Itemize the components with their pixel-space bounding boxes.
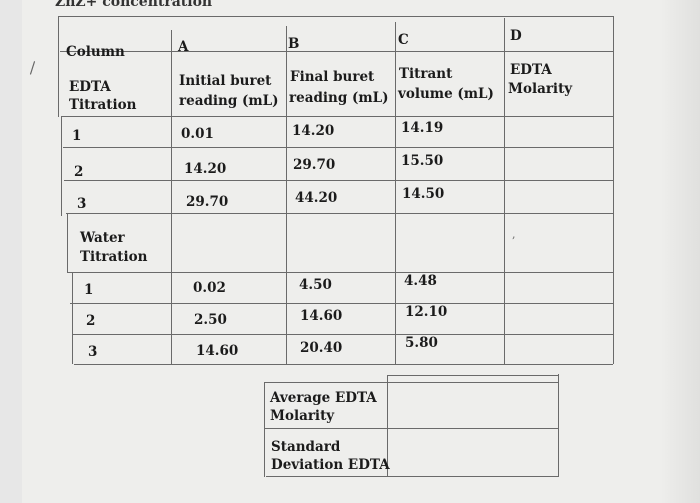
col-d-title-line1: EDTA — [510, 62, 552, 78]
water-row-1-c: 4.48 — [404, 273, 437, 289]
edta-row-2-number: 2 — [74, 164, 84, 180]
col-a-title-line2: reading (mL) — [179, 93, 279, 109]
column-a-header: A — [178, 39, 189, 55]
section-edta-line1: EDTA — [69, 79, 111, 95]
edta-row-3-a: 29.70 — [186, 194, 229, 210]
edta-row-2-a: 14.20 — [184, 161, 227, 177]
stdev-label-line1: Standard — [271, 439, 341, 455]
section-edta-line2: Titration — [69, 97, 137, 113]
water-row-1-a: 0.02 — [193, 280, 226, 296]
edta-row-2-b: 29.70 — [293, 157, 336, 173]
water-row-1-number: 1 — [84, 282, 94, 298]
column-b-header: B — [288, 36, 300, 52]
water-row-2-b: 14.60 — [300, 308, 343, 324]
edta-row-3-c: 14.50 — [402, 186, 445, 202]
column-c-header: C — [398, 32, 409, 48]
column-d-header: D — [510, 28, 522, 44]
water-row-2-a: 2.50 — [194, 312, 227, 328]
pen-mark: , — [512, 228, 516, 241]
photo-shadow — [660, 0, 700, 503]
edta-row-3-number: 3 — [77, 196, 87, 212]
water-row-1-b: 4.50 — [299, 277, 332, 293]
edta-row-1-a: 0.01 — [181, 126, 214, 142]
col-d-title-line2: Molarity — [508, 81, 573, 97]
edta-row-1-number: 1 — [72, 128, 82, 144]
water-row-2-number: 2 — [86, 313, 96, 329]
water-row-3-number: 3 — [88, 344, 98, 360]
water-row-2-c: 12.10 — [405, 304, 448, 320]
edta-row-1-c: 14.19 — [401, 120, 444, 136]
section-water-line2: Titration — [80, 249, 148, 265]
column-header-label: Column — [66, 44, 125, 60]
water-row-3-b: 20.40 — [300, 340, 343, 356]
col-b-title-line2: reading (mL) — [289, 90, 389, 106]
cropped-heading: ZnZ+ concentration — [55, 0, 213, 10]
stdev-label-line2: Deviation EDTA — [271, 457, 390, 473]
worksheet-page — [22, 0, 700, 503]
col-b-title-line1: Final buret — [290, 69, 375, 85]
water-row-3-c: 5.80 — [405, 335, 438, 351]
section-water-line1: Water — [80, 230, 125, 246]
average-molarity-label-line1: Average EDTA — [270, 390, 377, 406]
water-row-3-a: 14.60 — [196, 343, 239, 359]
col-c-title-line2: volume (mL) — [398, 86, 494, 102]
col-a-title-line1: Initial buret — [179, 73, 272, 89]
edta-row-2-c: 15.50 — [401, 153, 444, 169]
edta-row-1-b: 14.20 — [292, 123, 335, 139]
edta-row-3-b: 44.20 — [295, 190, 338, 206]
average-molarity-label-line2: Molarity — [270, 408, 335, 424]
col-c-title-line1: Titrant — [399, 66, 453, 82]
